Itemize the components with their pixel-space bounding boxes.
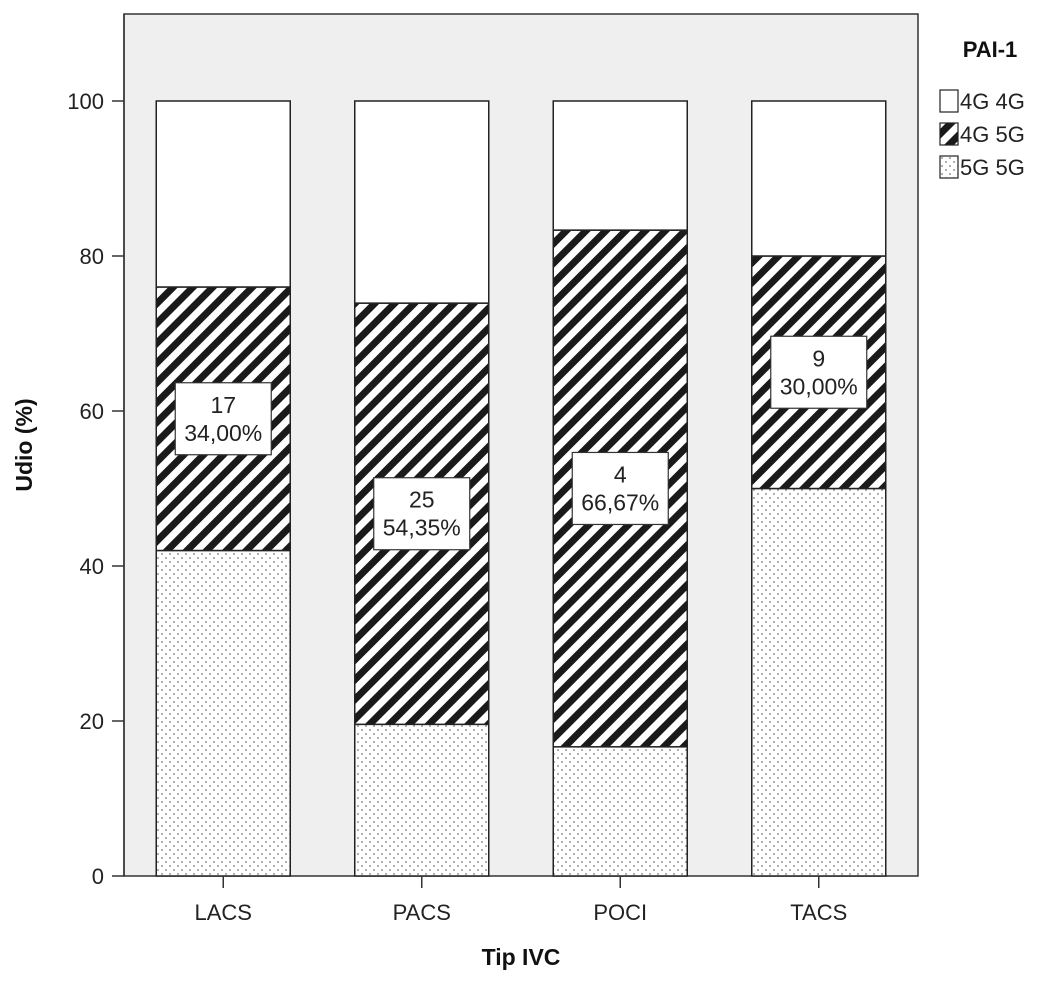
x-tick-label-lacs: LACS — [195, 900, 252, 925]
data-label-count-pacs: 25 — [409, 487, 435, 513]
y-tick-label: 80 — [80, 244, 104, 269]
x-tick-label-pacs: PACS — [393, 900, 451, 925]
x-tick-label-poci: POCI — [593, 900, 647, 925]
legend-label: 4G 5G — [960, 122, 1025, 147]
data-label-box-lacs — [174, 382, 272, 456]
y-axis: 0 20 40 60 80 100 — [67, 14, 125, 889]
legend-label: 4G 4G — [960, 89, 1025, 114]
data-label-percent-poci: 66,67% — [581, 489, 659, 515]
data-label-box-poci — [571, 451, 669, 526]
bar-segment-lacs-4g4g — [155, 100, 291, 288]
legend-title: PAI-1 — [963, 37, 1018, 62]
bar-segment-poci-5g5g — [552, 746, 688, 877]
x-axis: LACS PACS POCI TACS — [195, 876, 847, 925]
data-label-box-tacs — [770, 335, 868, 409]
legend: PAI-1 4G 4G 4G 5G 5G 5G — [939, 37, 1025, 180]
bar-segment-tacs-5g5g — [751, 487, 887, 877]
data-label-count-tacs: 9 — [812, 345, 825, 371]
data-label-count-poci: 4 — [614, 461, 627, 487]
y-tick-label: 20 — [80, 709, 104, 734]
data-label-percent-pacs: 54,35% — [383, 515, 461, 541]
y-tick-label: 100 — [67, 89, 104, 114]
y-tick-label: 40 — [80, 554, 104, 579]
x-tick-label-tacs: TACS — [790, 900, 847, 925]
y-axis-title: Udio (%) — [11, 398, 37, 491]
bar-segment-lacs-5g5g — [155, 549, 291, 877]
bar-segment-pacs-5g5g — [354, 723, 490, 877]
y-tick-label: 60 — [80, 399, 104, 424]
bar-segment-pacs-4g4g — [354, 100, 490, 304]
data-label-percent-lacs: 34,00% — [184, 420, 262, 446]
legend-swatch-4g4g — [939, 89, 959, 113]
x-axis-title: Tip IVC — [482, 944, 561, 970]
y-tick-label: 0 — [92, 864, 104, 889]
data-label-percent-tacs: 30,00% — [780, 373, 858, 399]
data-label-count-lacs: 17 — [210, 392, 236, 418]
legend-swatch-4g5g — [939, 122, 959, 146]
bar-segment-poci-4g4g — [552, 100, 688, 231]
legend-swatch-5g5g — [939, 155, 959, 179]
data-label-box-pacs — [373, 477, 471, 551]
legend-label: 5G 5G — [960, 155, 1025, 180]
bar-segment-tacs-4g4g — [751, 100, 887, 257]
